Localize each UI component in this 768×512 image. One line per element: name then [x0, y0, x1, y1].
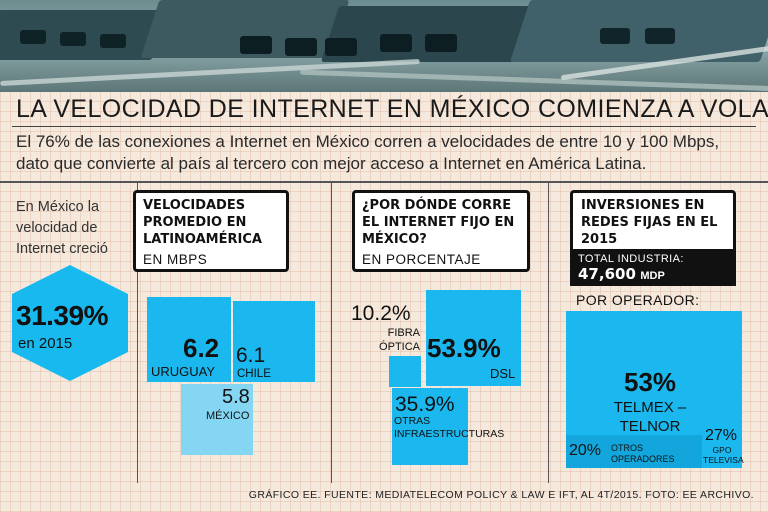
growth-year: en 2015 [18, 335, 73, 352]
column-divider [331, 183, 332, 483]
invest-total: TOTAL INDUSTRIA: 47,600 MDP [570, 250, 736, 286]
value-fibra: 10.2% [351, 302, 411, 325]
label-chile: CHILE [237, 368, 271, 380]
label-uruguay: URUGUAY [151, 364, 216, 379]
invest-header: INVERSIONES EN REDES FIJAS EN EL 2015 [570, 190, 736, 252]
speeds-unit: EN MBPS [143, 252, 208, 267]
column-divider [137, 183, 138, 483]
bar-otras [392, 388, 468, 465]
page-title: LA VELOCIDAD DE INTERNET EN MÉXICO COMIE… [16, 95, 768, 123]
page-subtitle: El 76% de las conexiones a Internet en M… [16, 132, 720, 173]
invest-subtitle: POR OPERADOR: [576, 292, 700, 308]
invest-title: INVERSIONES EN REDES FIJAS EN EL 2015 [581, 198, 718, 247]
label-otros: OTROS OPERADORES [611, 443, 675, 464]
growth-value: 31.39% [16, 300, 108, 331]
speeds-title: VELOCIDADES PROMEDIO EN LATINOAMÉRICA [143, 198, 262, 247]
speeds-header: VELOCIDADES PROMEDIO EN LATINOAMÉRICA EN… [133, 190, 289, 272]
infra-header: ¿POR DÓNDE CORRE EL INTERNET FIJO EN MÉX… [352, 190, 530, 272]
footer-credit: GRÁFICO EE. FUENTE: MEDIATELECOM POLICY … [248, 489, 754, 501]
bar-telmex [566, 311, 702, 435]
bar-chile [233, 301, 315, 382]
value-uruguay: 6.2 [183, 333, 220, 363]
label-otras: OTRAS INFRAESTRUCTURAS [394, 415, 505, 440]
label-televisa: GPO TELEVISA [703, 445, 744, 465]
value-mexico: 5.8 [222, 386, 250, 408]
bar-fibra [389, 356, 421, 387]
bar-televisa [702, 311, 742, 468]
label-dsl: DSL [490, 366, 516, 381]
value-otros: 20% [569, 442, 602, 459]
value-dsl: 53.9% [427, 333, 501, 363]
section-rule [0, 181, 768, 183]
bar-dsl [426, 290, 521, 386]
invest-total-label: TOTAL INDUSTRIA: [578, 253, 684, 265]
bar-uruguay [147, 297, 231, 382]
value-telmex: 53% [624, 367, 677, 397]
label-mexico: MÉXICO [206, 410, 250, 422]
growth-hexagon [12, 265, 128, 381]
label-telmex: TELMEX –TELNOR [613, 399, 687, 435]
label-fibra: FIBRA ÓPTICA [379, 327, 420, 353]
value-televisa: 27% [705, 427, 738, 444]
invest-total-value: 47,600 [578, 265, 636, 283]
infra-unit: EN PORCENTAJE [362, 252, 481, 267]
growth-text: En México la velocidad de Internet creci… [16, 199, 108, 257]
invest-total-unit: MDP [640, 270, 665, 282]
infra-title: ¿POR DÓNDE CORRE EL INTERNET FIJO EN MÉX… [362, 198, 515, 247]
column-divider [548, 183, 549, 483]
bar-otros [566, 435, 702, 468]
bar-mexico [181, 384, 253, 455]
value-chile: 6.1 [236, 344, 266, 367]
title-rule [12, 126, 756, 127]
value-otras: 35.9% [395, 393, 455, 416]
header-photo [0, 0, 768, 92]
